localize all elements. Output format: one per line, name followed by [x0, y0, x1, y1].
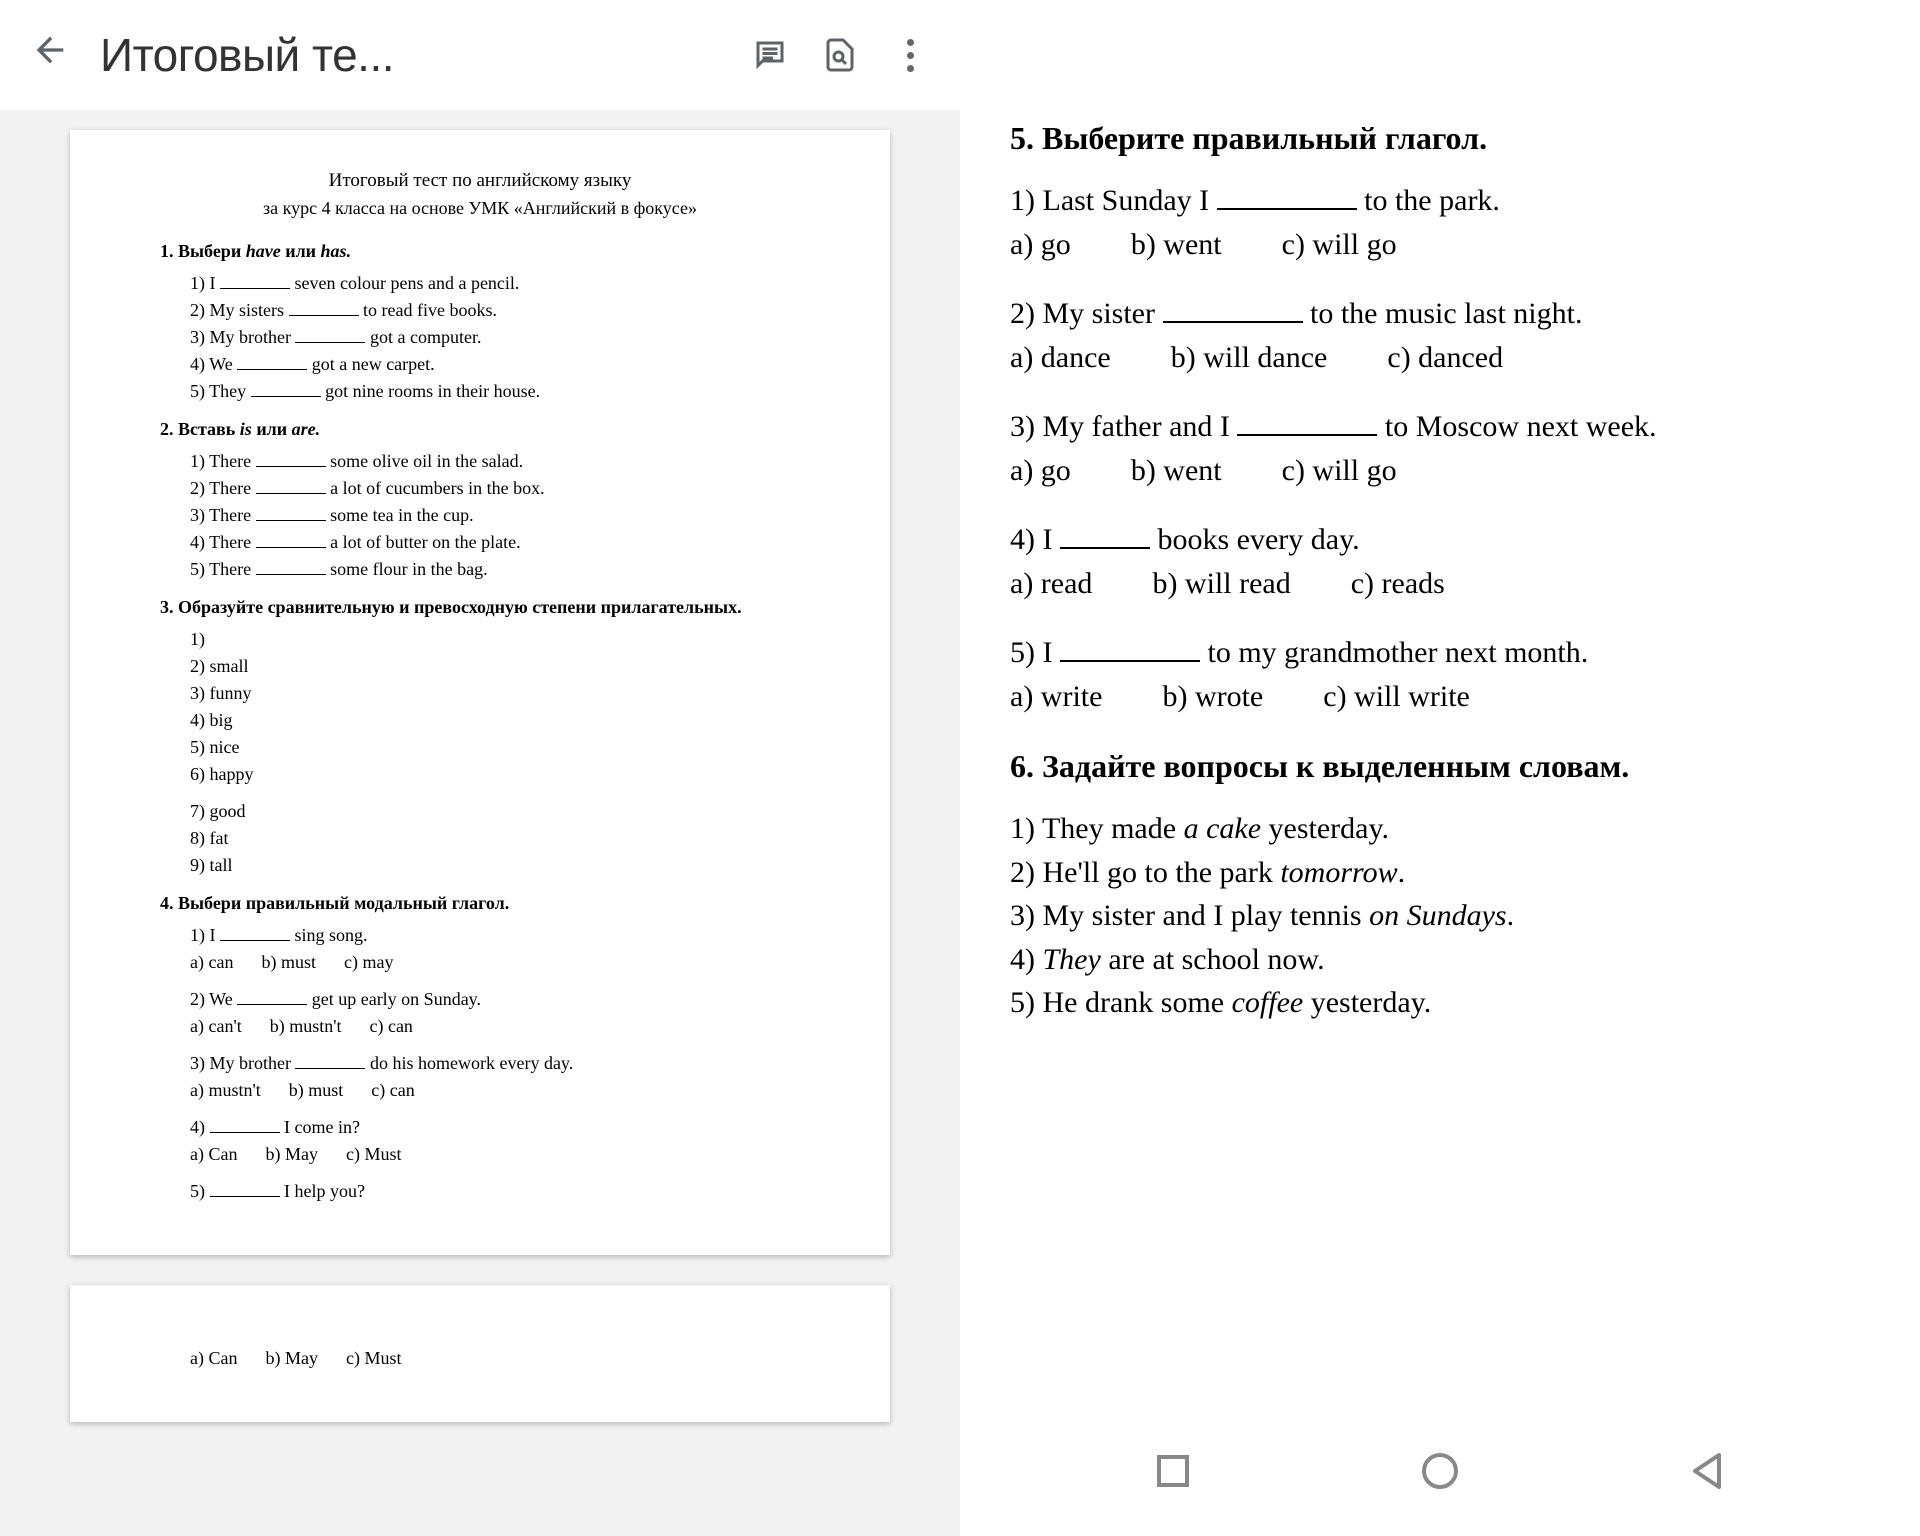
find-in-page-icon[interactable]	[820, 35, 860, 75]
section-5-head: 5. Выберите правильный глагол.	[1010, 120, 1880, 157]
adjective-item	[160, 788, 800, 798]
question-line: 5) They got nine rooms in their house.	[190, 378, 800, 405]
answer-options: a) gob) wentc) will go	[1010, 449, 1880, 493]
adjective-item: 4) big	[190, 707, 800, 734]
question-line: 2) My sister to the music last night.	[1010, 292, 1880, 336]
doc-viewer-panel: Итоговый те... Итоговый тест по английск…	[0, 0, 960, 1536]
adjective-item: 3) funny	[190, 680, 800, 707]
sentence-line: 2) He'll go to the park tomorrow.	[1010, 851, 1880, 895]
adjective-item: 2) small	[190, 653, 800, 680]
sentence-line: 4) They are at school now.	[1010, 938, 1880, 982]
back-arrow-icon[interactable]	[30, 30, 70, 81]
app-topbar: Итоговый те...	[0, 0, 960, 110]
adjective-item: 6) happy	[190, 761, 800, 788]
question-line: 5) I to my grandmother next month.	[1010, 631, 1880, 675]
document-page-1: Итоговый тест по английскому языку за ку…	[70, 130, 890, 1255]
nav-back-icon[interactable]	[1683, 1447, 1731, 1495]
question-line: 4) I come in?	[190, 1114, 800, 1141]
doc-subtitle: за курс 4 класса на основе УМК «Английск…	[160, 198, 800, 219]
question-line: 5) I help you?	[190, 1178, 800, 1205]
question-line: 1) Last Sunday I to the park.	[1010, 179, 1880, 223]
section-1-head: 1. Выбери have или has.	[160, 241, 800, 262]
sentence-line: 5) He drank some coffee yesterday.	[1010, 981, 1880, 1025]
question-line: 3) My brother do his homework every day.	[190, 1050, 800, 1077]
answer-options: a) gob) wentc) will go	[1010, 223, 1880, 267]
section-3-head: 3. Образуйте сравнительную и превосходну…	[160, 597, 800, 618]
nav-home-icon[interactable]	[1416, 1447, 1464, 1495]
comments-icon[interactable]	[750, 35, 790, 75]
app-title: Итоговый те...	[100, 28, 394, 82]
question-line: 1) I sing song.	[190, 922, 800, 949]
more-menu-icon[interactable]	[890, 35, 930, 75]
question-line: 4) There a lot of butter on the plate.	[190, 529, 800, 556]
question-line: 4) I books every day.	[1010, 518, 1880, 562]
android-nav-bar	[960, 1436, 1920, 1506]
answer-options: a) writeb) wrotec) will write	[1010, 675, 1880, 719]
answer-options: a) can'tb) mustn'tc) can	[190, 1013, 800, 1040]
adjective-item: 5) nice	[190, 734, 800, 761]
nav-recent-icon[interactable]	[1149, 1447, 1197, 1495]
answer-options: a) mustn'tb) mustc) can	[190, 1077, 800, 1104]
doc-title: Итоговый тест по английскому языку	[160, 170, 800, 192]
section-2-head: 2. Вставь is или are.	[160, 419, 800, 440]
adjective-item: 7) good	[190, 798, 800, 825]
question-line: 3) There some tea in the cup.	[190, 502, 800, 529]
adjective-item: 1)	[190, 626, 800, 653]
question-line: 2) We get up early on Sunday.	[190, 986, 800, 1013]
adjective-item: 8) fat	[190, 825, 800, 852]
document-scroll-area[interactable]: Итоговый тест по английскому языку за ку…	[0, 110, 960, 1536]
section-6-head: 6. Задайте вопросы к выделенным словам.	[1010, 748, 1880, 785]
question-line: 2) My sisters to read five books.	[190, 297, 800, 324]
question-line: 2) There a lot of cucumbers in the box.	[190, 475, 800, 502]
sentence-line: 3) My sister and I play tennis on Sunday…	[1010, 894, 1880, 938]
question-line: 5) There some flour in the bag.	[190, 556, 800, 583]
section-4-head: 4. Выбери правильный модальный глагол.	[160, 893, 800, 914]
section-4-item-5-options: a) Canb) Mayc) Must	[190, 1345, 800, 1372]
question-line: 3) My father and I to Moscow next week.	[1010, 405, 1880, 449]
question-line: 3) My brother got a computer.	[190, 324, 800, 351]
question-line: 1) I seven colour pens and a pencil.	[190, 270, 800, 297]
answer-options: a) danceb) will dancec) danced	[1010, 336, 1880, 380]
answer-options: a) canb) mustc) may	[190, 949, 800, 976]
answer-options: a) readb) will readc) reads	[1010, 562, 1880, 606]
document-page-2: a) Canb) Mayc) Must	[70, 1285, 890, 1422]
question-line: 1) There some olive oil in the salad.	[190, 448, 800, 475]
question-line: 4) We got a new carpet.	[190, 351, 800, 378]
right-worksheet-panel: 5. Выберите правильный глагол. 1) Last S…	[960, 0, 1920, 1536]
answer-options: a) Canb) Mayc) Must	[190, 1141, 800, 1168]
adjective-item: 9) tall	[190, 852, 800, 879]
sentence-line: 1) They made a cake yesterday.	[1010, 807, 1880, 851]
